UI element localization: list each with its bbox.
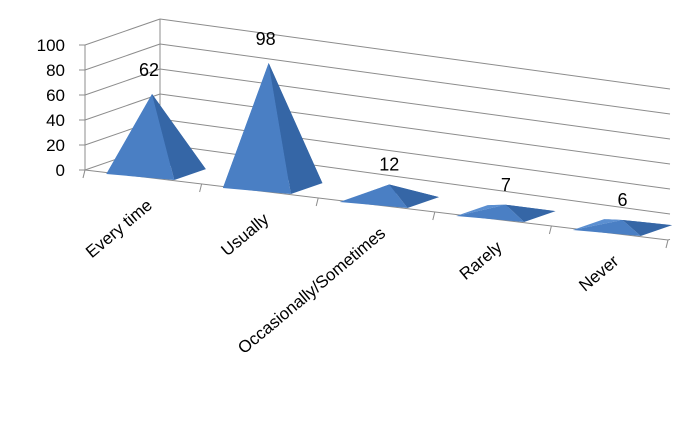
pyramid-face-left bbox=[456, 204, 506, 216]
y-tick-label: 0 bbox=[56, 161, 65, 180]
y-tick-label: 60 bbox=[46, 86, 65, 105]
category-label: Usually bbox=[218, 209, 273, 260]
data-label: 7 bbox=[501, 175, 511, 195]
gridline-side bbox=[84, 68, 161, 96]
y-tick-label: 40 bbox=[46, 111, 65, 130]
category-label: Rarely bbox=[456, 237, 506, 283]
gridline-side bbox=[84, 18, 161, 46]
gridline bbox=[159, 68, 671, 140]
data-label: 98 bbox=[256, 29, 276, 49]
y-tick-label: 100 bbox=[37, 36, 65, 55]
pyramid-2 bbox=[339, 184, 439, 208]
pyramid-face-front bbox=[106, 94, 175, 180]
floor-right-edge bbox=[667, 238, 671, 241]
pyramid-face-right bbox=[505, 204, 556, 222]
gridline-side bbox=[84, 43, 161, 71]
pyramid-face-left bbox=[572, 219, 623, 230]
x-tick-mark bbox=[199, 183, 203, 193]
gridline-side bbox=[84, 93, 161, 121]
chart-marks bbox=[106, 63, 673, 236]
pyramid-face-front bbox=[222, 63, 291, 194]
y-tick-label: 80 bbox=[46, 61, 65, 80]
category-label: Never bbox=[575, 251, 622, 295]
chart-labels: 0 20 40 60 80 100 62 Every time 98 Usually 12 Occas… bbox=[37, 29, 628, 358]
pyramid-1 bbox=[222, 63, 323, 194]
y-tick-label: 20 bbox=[46, 136, 65, 155]
x-tick-mark bbox=[315, 197, 319, 207]
chart-gridlines bbox=[84, 18, 671, 215]
data-label: 12 bbox=[379, 155, 399, 175]
pyramid-0 bbox=[106, 94, 206, 180]
gridline bbox=[159, 93, 671, 165]
gridline bbox=[159, 18, 671, 90]
data-label: 62 bbox=[139, 60, 159, 80]
pyramid-3 bbox=[456, 204, 556, 222]
pyramid-face-right bbox=[152, 94, 206, 180]
pyramid-4 bbox=[572, 219, 673, 236]
x-tick-mark bbox=[432, 211, 436, 221]
pyramid-face-right bbox=[389, 184, 439, 208]
x-tick-mark bbox=[82, 169, 86, 179]
pyramid-face-front bbox=[456, 204, 525, 222]
gridline bbox=[159, 43, 671, 115]
data-label: 6 bbox=[617, 190, 627, 210]
x-tick-mark bbox=[548, 225, 552, 235]
x-tick-mark bbox=[665, 239, 669, 249]
pyramid-face-right bbox=[622, 220, 673, 236]
pyramid-face-front bbox=[572, 220, 641, 236]
pyramid-face-front bbox=[339, 184, 408, 208]
pyramid-face-right bbox=[268, 63, 323, 194]
category-label: Occasionally/Sometimes bbox=[234, 224, 389, 358]
category-label: Every time bbox=[82, 196, 156, 262]
